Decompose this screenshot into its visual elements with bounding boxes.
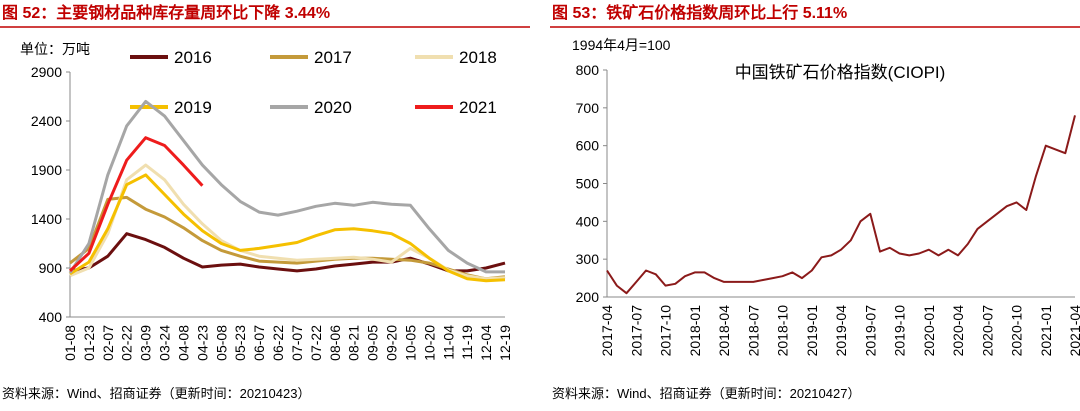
legend-label: 2019 bbox=[174, 98, 212, 117]
legend-label: 2016 bbox=[174, 48, 212, 67]
y-tick-label: 2900 bbox=[31, 64, 62, 80]
x-tick-label: 08-21 bbox=[346, 325, 362, 361]
legend-label: 2021 bbox=[459, 98, 497, 117]
y-tick-label: 2400 bbox=[31, 113, 62, 129]
x-tick-label: 04-23 bbox=[194, 325, 210, 361]
x-tick-label: 04-08 bbox=[175, 325, 191, 361]
x-tick-label: 01-08 bbox=[62, 325, 78, 361]
y-tick-label: 700 bbox=[576, 100, 600, 116]
series-line bbox=[68, 99, 505, 274]
y-tick-label: 600 bbox=[576, 138, 600, 154]
x-tick-label: 2020-01 bbox=[921, 305, 937, 357]
source-note: 资料来源：Wind、招商证券（更新时间：20210423） bbox=[2, 386, 310, 401]
y-axis-label: 单位：万吨 bbox=[20, 41, 90, 57]
y-tick-label: 900 bbox=[39, 260, 63, 276]
x-tick-label: 07-22 bbox=[308, 325, 324, 361]
series-line bbox=[68, 136, 204, 272]
y-tick-label: 1900 bbox=[31, 162, 62, 178]
y-tick-label: 800 bbox=[576, 62, 600, 78]
y-axis-label: 1994年4月=100 bbox=[572, 37, 671, 53]
x-tick-label: 10-20 bbox=[421, 325, 437, 361]
x-tick-label: 2020-10 bbox=[1009, 305, 1025, 357]
x-tick-label: 2021-01 bbox=[1038, 305, 1054, 357]
x-tick-label: 03-09 bbox=[138, 325, 154, 361]
x-tick-label: 11-19 bbox=[459, 325, 475, 360]
x-tick-label: 2020-07 bbox=[979, 305, 995, 357]
x-tick-label: 2019-04 bbox=[833, 305, 849, 357]
y-tick-label: 400 bbox=[576, 213, 600, 229]
x-tick-label: 2017-07 bbox=[628, 305, 644, 357]
chart-title: 图 53：铁矿石价格指数周环比上行 5.11% bbox=[552, 3, 847, 22]
chart-title: 图 52：主要钢材品种库存量周环比下降 3.44% bbox=[2, 3, 330, 22]
series-line bbox=[69, 195, 506, 281]
y-tick-label: 200 bbox=[576, 289, 600, 305]
x-tick-label: 2019-07 bbox=[862, 305, 878, 357]
x-tick-label: 09-20 bbox=[384, 325, 400, 361]
x-tick-label: 06-07 bbox=[251, 325, 267, 361]
legend-label: 2017 bbox=[314, 48, 352, 67]
source-note: 资料来源：Wind、招商证券（更新时间：20210427） bbox=[552, 386, 860, 401]
x-tick-label: 12-19 bbox=[497, 325, 513, 361]
x-tick-label: 12-04 bbox=[478, 325, 494, 361]
x-tick-label: 05-23 bbox=[232, 325, 248, 361]
x-tick-label: 02-07 bbox=[100, 325, 116, 361]
legend-label: 中国铁矿石价格指数(CIOPI) bbox=[735, 63, 946, 82]
x-tick-label: 06-22 bbox=[270, 325, 286, 361]
legend-label: 2020 bbox=[314, 98, 352, 117]
y-tick-label: 1400 bbox=[31, 211, 62, 227]
x-tick-label: 01-23 bbox=[81, 325, 97, 361]
legend-label: 2018 bbox=[459, 48, 497, 67]
x-tick-label: 11-04 bbox=[440, 325, 456, 360]
x-tick-label: 05-08 bbox=[213, 325, 229, 361]
y-tick-label: 400 bbox=[39, 309, 63, 325]
x-tick-label: 02-22 bbox=[119, 325, 135, 361]
series-line bbox=[606, 115, 1076, 295]
x-tick-label: 2018-10 bbox=[775, 305, 791, 357]
x-tick-label: 2020-04 bbox=[950, 305, 966, 357]
x-tick-label: 2019-01 bbox=[804, 305, 820, 357]
x-tick-label: 08-06 bbox=[327, 325, 343, 361]
x-tick-label: 2018-04 bbox=[716, 305, 732, 357]
x-tick-label: 2021-04 bbox=[1067, 305, 1080, 357]
y-tick-label: 300 bbox=[576, 251, 600, 267]
x-tick-label: 03-24 bbox=[157, 325, 173, 361]
x-tick-label: 2018-01 bbox=[687, 305, 703, 357]
x-tick-label: 2018-07 bbox=[745, 305, 761, 357]
x-tick-label: 10-05 bbox=[402, 325, 418, 361]
x-tick-label: 2017-04 bbox=[599, 305, 615, 357]
series-line bbox=[69, 173, 506, 283]
y-tick-label: 500 bbox=[576, 176, 600, 192]
x-tick-label: 07-07 bbox=[289, 325, 305, 361]
x-tick-label: 2017-10 bbox=[658, 305, 674, 357]
x-tick-label: 2019-10 bbox=[892, 305, 908, 357]
x-tick-label: 09-05 bbox=[365, 325, 381, 361]
